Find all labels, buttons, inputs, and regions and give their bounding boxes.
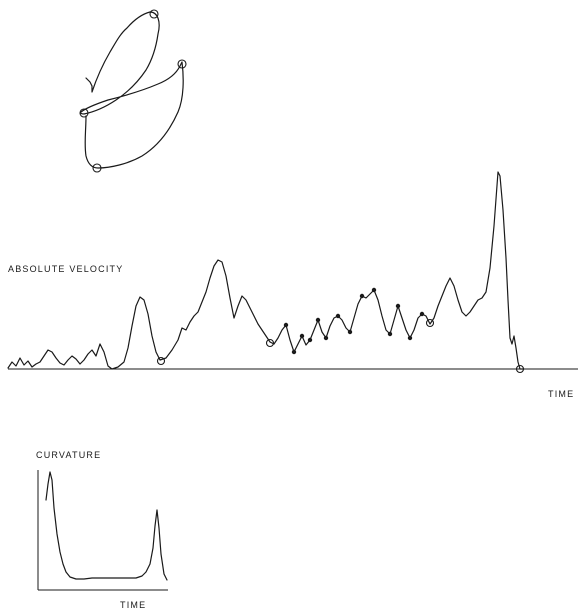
curvature-time-label: TIME: [120, 600, 146, 610]
curvature-label: CURVATURE: [36, 450, 101, 460]
velocity-panel: ABSOLUTE VELOCITY TIME: [7, 171, 578, 399]
extremum-dot: [291, 349, 297, 355]
segment-marker: [265, 338, 275, 348]
extremum-dot: [315, 317, 321, 323]
extremum-dot: [395, 303, 401, 309]
velocity-curve: [7, 171, 525, 370]
curvature-panel: CURVATURE TIME: [36, 450, 168, 610]
extremum-dot: [283, 322, 289, 328]
handwriting-trajectory: [79, 9, 187, 173]
trajectory-path: [80, 11, 184, 169]
segment-marker: [515, 364, 525, 374]
segment-marker: [425, 318, 435, 328]
extremum-dot: [335, 313, 341, 319]
extremum-dot: [359, 293, 365, 299]
velocity-label: ABSOLUTE VELOCITY: [8, 264, 123, 274]
curvature-curve: [45, 471, 168, 581]
segment-marker: [149, 9, 159, 19]
segment-marker: [79, 108, 89, 118]
extremum-dot: [307, 337, 313, 343]
extremum-dot: [419, 311, 425, 317]
extremum-dot: [387, 331, 393, 337]
extremum-dot: [347, 329, 353, 335]
extremum-dot: [407, 335, 413, 341]
extremum-dot: [299, 333, 305, 339]
segment-marker: [177, 59, 187, 69]
extremum-dot: [371, 287, 377, 293]
segment-marker: [156, 356, 166, 366]
segment-marker: [92, 163, 102, 173]
extremum-dot: [323, 335, 329, 341]
velocity-time-label: TIME: [548, 389, 574, 399]
